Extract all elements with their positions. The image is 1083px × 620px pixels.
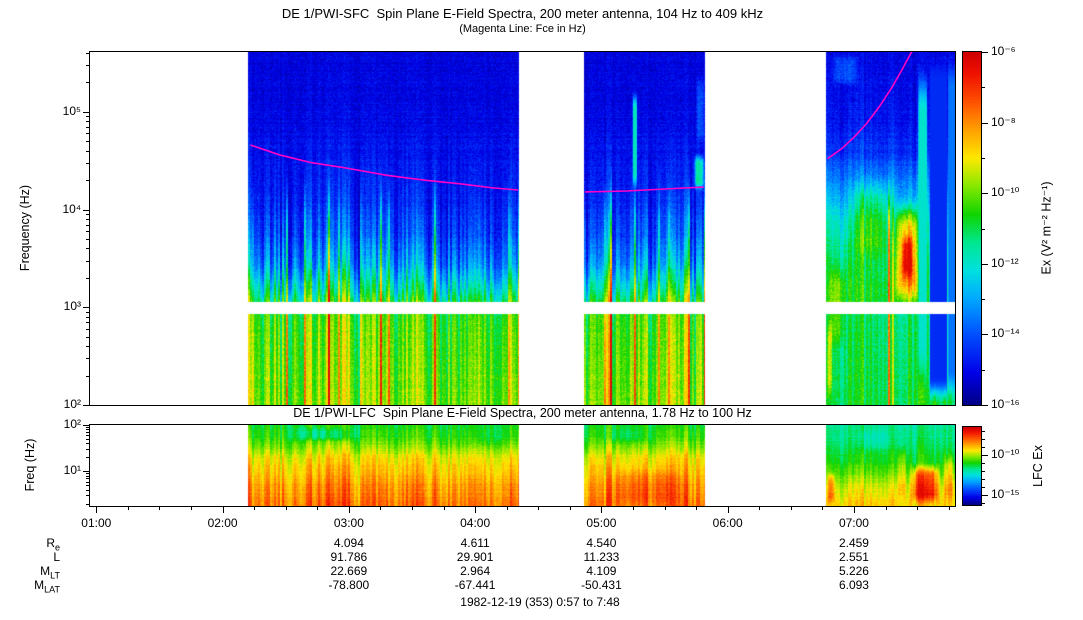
colorbar-tick [981,263,988,265]
x-tick-label: 04:00 [460,516,491,530]
y-tick-label: 10¹ [63,463,81,478]
colorbar-tick [981,122,988,124]
ephemeris-row-label: MLT [40,564,60,581]
ephemeris-row-label: L [53,550,60,564]
x-tick [601,506,603,513]
ephemeris-row-label: Re [46,536,60,553]
fce-line [250,144,519,191]
sfc-colorbar-canvas [963,52,981,405]
sfc-colorbar-label: Ex (V² m⁻² Hz⁻¹) [1039,181,1054,275]
y-tick-label: 10⁵ [62,103,81,118]
x-tick [96,506,98,513]
colorbar-tick [981,52,988,53]
colorbar-tick [981,193,988,195]
lfc-colorbar [962,426,982,506]
lfc-colorbar-canvas [963,427,981,505]
ephemeris-value: 4.611 [460,536,490,550]
colorbar-tick [981,455,988,456]
colorbar-tick-label: 10⁻¹⁰ [991,185,1020,200]
x-tick-label: 06:00 [712,516,743,530]
x-tick [853,506,855,513]
sfc-plot-area [89,51,956,406]
colorbar-tick [981,405,988,406]
colorbar-tick-label: 10⁻¹⁴ [991,326,1020,341]
x-tick-label: 02:00 [207,516,238,530]
ephemeris-value: 6.093 [838,578,869,592]
ephemeris-value: 4.109 [586,564,617,578]
x-tick-label: 01:00 [81,516,112,530]
colorbar-tick-label: 10⁻¹⁵ [991,487,1020,501]
sfc-spectrogram-canvas [90,52,955,405]
y-tick-label: 10² [63,417,81,431]
ephemeris-value: 2.964 [460,564,491,578]
sfc-subtitle: (Magenta Line: Fce in Hz) [459,23,586,35]
colorbar-tick-label: 10⁻⁸ [991,114,1016,129]
sfc-colorbar [962,51,982,406]
y-tick-label: 10³ [63,299,81,314]
lfc-y-axis-label: Freq (Hz) [23,438,37,492]
ephemeris-value: -78.800 [328,578,370,592]
x-tick-label: 03:00 [333,516,364,530]
fce-line-overlay [250,52,913,193]
lfc-spectrogram-canvas [90,425,955,506]
x-tick [475,506,477,513]
x-tick [222,506,224,513]
fce-line [827,52,913,160]
colorbar-tick [981,334,988,336]
sfc-title: DE 1/PWI-SFC Spin Plane E-Field Spectra,… [281,6,764,21]
lfc-title: DE 1/PWI-LFC Spin Plane E-Field Spectra,… [293,406,752,420]
colorbar-tick-label: 10⁻⁶ [991,44,1016,58]
colorbar-tick [981,495,988,496]
ephemeris-value: -67.441 [454,578,496,592]
y-tick-label: 10⁴ [62,201,81,216]
ephemeris-value: -50.431 [581,578,622,592]
ephemeris-row-label: MLAT [34,578,60,595]
y-tick-label: 10² [63,397,81,411]
lfc-colorbar-label: LFC Ex [1031,445,1045,487]
x-tick [727,506,729,513]
ephemeris-value: 91.786 [330,550,368,564]
ephemeris-value: 29.901 [456,550,494,564]
colorbar-tick-label: 10⁻¹⁰ [991,447,1020,461]
ephemeris-value: 4.094 [333,536,364,550]
colorbar-tick-label: 10⁻¹² [991,255,1019,270]
ephemeris-value: 2.551 [838,550,869,564]
x-tick [348,506,350,513]
date-range-label: 1982-12-19 (353) 0:57 to 7:48 [460,595,620,609]
ephemeris-value: 11.233 [583,550,620,564]
colorbar-tick-label: 10⁻¹⁶ [991,397,1020,411]
ephemeris-value: 4.540 [586,536,617,550]
x-tick-label: 05:00 [586,516,617,530]
ephemeris-value: 22.669 [330,564,368,578]
fce-line [584,186,704,193]
ephemeris-value: 2.459 [838,536,869,550]
lfc-plot-area [89,424,956,507]
ephemeris-value: 5.226 [838,564,869,578]
sfc-y-axis-label: Frequency (Hz) [18,184,32,272]
x-tick-label: 07:00 [838,516,869,530]
